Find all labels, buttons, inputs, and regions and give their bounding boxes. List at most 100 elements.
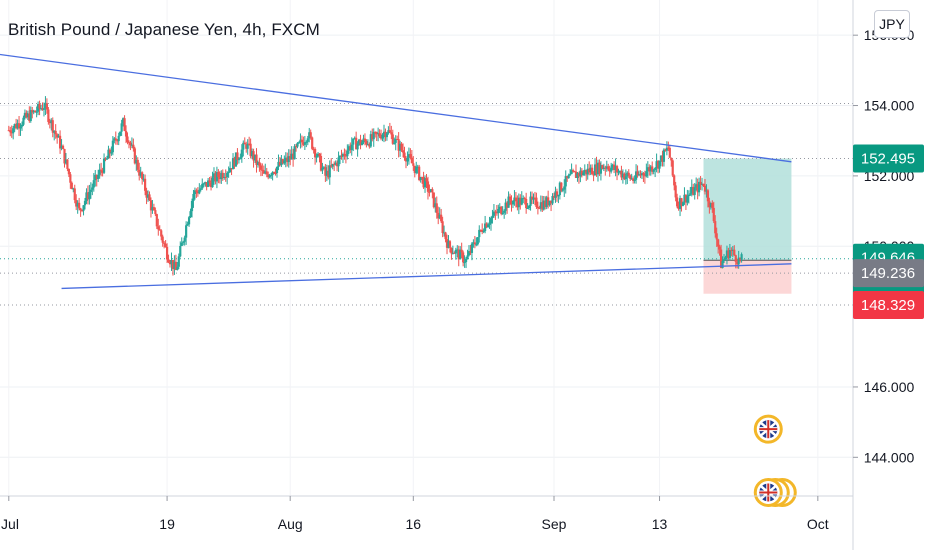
candle-body [17,123,21,129]
candle-body [315,156,318,158]
candle-body [718,246,721,250]
candle-body [207,180,210,187]
candle-body [388,130,391,133]
candle-body [611,164,614,168]
candle-body [431,189,434,193]
candle-body [149,200,153,211]
candle-body [655,161,658,169]
candle-body [114,138,117,141]
candle-body [293,146,296,160]
candle-body [321,167,324,171]
candle-body [16,123,19,129]
candle-body [229,168,232,173]
candle-body [488,223,491,225]
candle-body [399,143,402,151]
candle-body [529,196,532,206]
candle-body [277,161,280,167]
candle-body [32,110,35,113]
candle-body [589,167,592,173]
candle-body [259,165,262,170]
candle-body [652,169,655,172]
candle-body [394,138,397,143]
candle-body [35,111,38,113]
candle-body [183,237,186,242]
candle-body [296,142,299,147]
candle-body [374,132,377,134]
candle-body [428,191,431,193]
candle-body [340,155,343,157]
candle-body [22,117,25,125]
x-tick-label: 19 [159,516,175,532]
candle-body [185,225,188,238]
candle-body [29,110,32,121]
candle-body [378,133,381,137]
candle-body [12,128,15,134]
candle-body [44,103,47,109]
candle-body [314,149,317,158]
candle-body [520,198,523,205]
candle-body [233,158,236,167]
candle-body [668,147,671,158]
candle-body [407,154,411,158]
candle-body [297,142,301,144]
candle-body [454,249,457,254]
candle-body [346,150,349,157]
candle-body [699,181,702,185]
candle-body [484,223,487,232]
candle-body [489,218,493,224]
price-label-bg-stop [853,291,924,320]
candle-body [231,158,235,170]
candle-body [599,165,603,174]
y-tick-label: 146.000 [864,379,915,395]
candle-body [740,254,743,260]
candle-body [63,148,66,164]
candle-body [352,138,355,145]
candle-body [37,104,40,112]
candle-body [662,149,666,162]
candle-body [574,171,578,178]
candle-body [551,195,554,204]
candle-body [654,168,657,170]
candle-body [124,130,128,137]
candle-body [450,247,453,254]
candle-body [681,202,685,206]
candle-body [544,200,547,207]
candle-body [426,181,430,192]
candle-body [387,130,390,134]
candle-body [656,161,660,169]
candle-body [592,174,595,176]
candle-body [249,143,252,157]
candle-body [730,250,733,252]
candle-body [256,162,260,165]
currency-button[interactable]: JPY [874,10,910,38]
candle-body [623,173,626,180]
candle-body [120,123,123,132]
candle-body [393,142,396,144]
candle-body [569,174,572,176]
price-label-target: 152.495 [861,150,915,167]
candle-body [519,197,522,205]
candle-body [526,207,529,209]
candle-body [686,196,689,203]
candle-body [608,169,611,172]
x-tick-label: Oct [807,516,829,532]
candle-body [661,155,664,162]
candle-body [403,152,406,159]
candle-body [31,110,34,113]
candle-body [406,157,409,162]
candle-body [737,257,740,265]
candle-body [708,201,711,208]
candle-body [129,142,132,146]
candle-body [45,103,49,110]
candle-body [522,198,525,200]
candle-body [479,229,482,231]
candle-body [441,221,444,234]
candle-body [126,136,129,143]
candle-body [665,147,668,151]
candle-body [472,242,475,244]
candle-body [328,165,331,178]
candle-body [577,173,581,177]
candle-body [664,149,667,151]
